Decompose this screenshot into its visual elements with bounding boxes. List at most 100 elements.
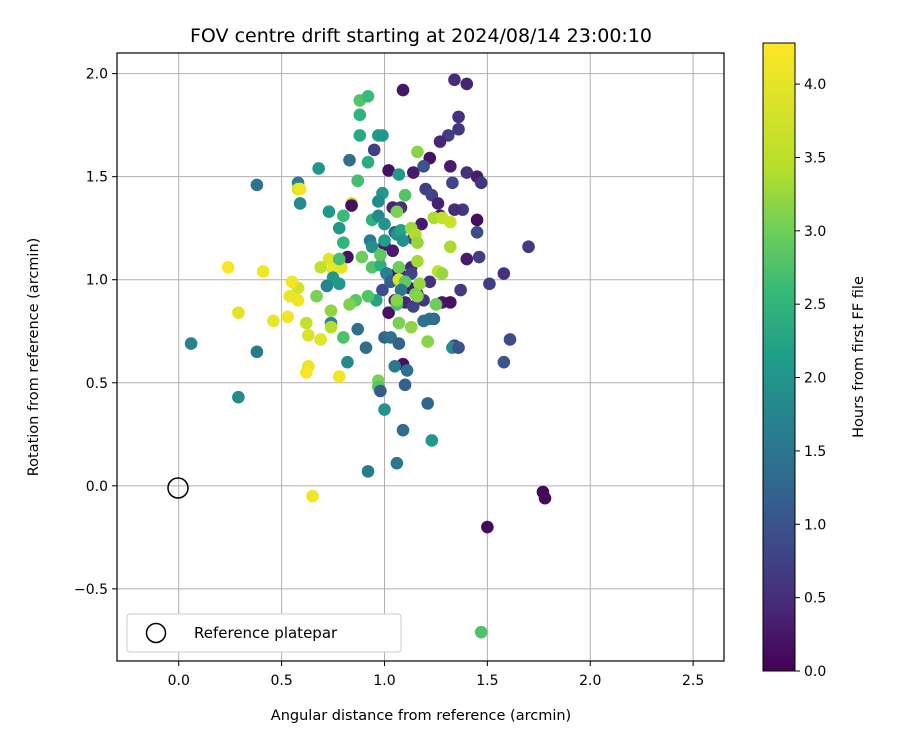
data-point xyxy=(232,306,245,319)
data-point xyxy=(314,261,328,274)
y-axis-ticks: −0.5 0.0 0.5 1.0 1.5 2.0 xyxy=(74,67,117,598)
data-point xyxy=(446,176,459,190)
data-point xyxy=(394,283,408,297)
data-point xyxy=(404,320,418,334)
data-point xyxy=(361,89,375,103)
data-point xyxy=(232,390,245,404)
colorbar-label: Hours from first FF file xyxy=(851,276,867,438)
x-tick-label: 1.5 xyxy=(476,673,498,689)
data-point xyxy=(361,465,375,478)
data-point xyxy=(392,261,406,274)
data-point xyxy=(503,333,517,346)
data-point xyxy=(314,333,328,346)
colorbar-gradient xyxy=(762,42,796,672)
y-tick-label: 2.0 xyxy=(86,67,108,83)
data-point xyxy=(390,294,404,307)
data-point xyxy=(374,384,387,398)
data-point xyxy=(322,252,336,266)
data-point xyxy=(396,423,410,437)
data-point xyxy=(452,122,465,136)
data-point xyxy=(454,283,467,297)
data-point xyxy=(361,289,375,303)
reference-platepar-marker xyxy=(167,477,189,499)
data-point xyxy=(337,236,350,249)
data-point xyxy=(400,364,414,377)
data-point xyxy=(256,265,270,278)
x-tick-label: 2.0 xyxy=(579,673,601,689)
data-point xyxy=(472,250,486,264)
data-point xyxy=(452,110,465,124)
colorbar-tick-label: 1.5 xyxy=(804,444,826,460)
data-point xyxy=(417,314,430,328)
data-point xyxy=(398,378,412,392)
data-point xyxy=(444,296,457,309)
data-point xyxy=(300,366,313,379)
data-point xyxy=(390,205,404,218)
data-point xyxy=(417,160,430,173)
data-point xyxy=(281,310,295,324)
data-point xyxy=(474,176,488,190)
data-point xyxy=(332,370,346,383)
data-point xyxy=(293,182,307,196)
data-point xyxy=(359,341,373,355)
data-point xyxy=(343,298,356,311)
data-point xyxy=(474,625,488,639)
x-axis-ticks: 0.0 0.5 1.0 1.5 2.0 2.5 xyxy=(168,661,704,689)
legend-box xyxy=(126,613,402,653)
data-point xyxy=(415,217,428,231)
data-point xyxy=(460,252,474,266)
data-point xyxy=(392,168,406,181)
data-point xyxy=(396,83,410,97)
data-point xyxy=(332,277,346,291)
data-point xyxy=(221,261,235,274)
colorbar-tick-label: 0.5 xyxy=(804,591,826,607)
legend-marker-icon xyxy=(145,622,167,644)
data-point xyxy=(392,316,406,330)
data-point xyxy=(470,213,484,227)
colorbar: 0.0 0.5 1.0 1.5 2.0 2.5 3.0 3.5 4.0 Hours from f… xyxy=(762,42,867,680)
data-point xyxy=(365,240,379,254)
colorbar-ticks: 0.0 0.5 1.0 1.5 2.0 2.5 3.0 3.5 4.0 xyxy=(795,77,826,680)
data-point xyxy=(378,403,391,416)
data-point xyxy=(300,316,313,330)
data-point xyxy=(378,217,391,231)
legend: Reference platepar xyxy=(126,613,402,653)
y-tick-label: 1.5 xyxy=(86,170,108,186)
data-points xyxy=(184,73,552,639)
data-point xyxy=(421,335,435,348)
data-point xyxy=(382,306,395,319)
data-point xyxy=(376,129,389,142)
data-point xyxy=(367,143,381,157)
data-point xyxy=(351,322,365,336)
data-point xyxy=(460,166,474,179)
x-tick-label: 1.0 xyxy=(373,673,395,689)
data-point xyxy=(452,341,465,355)
data-point xyxy=(332,252,346,266)
colorbar-tick-label: 4.0 xyxy=(804,77,826,93)
data-point xyxy=(283,289,297,303)
data-point xyxy=(413,277,426,291)
colorbar-tick-label: 2.5 xyxy=(804,297,826,313)
data-point xyxy=(435,267,449,280)
data-point xyxy=(250,345,264,359)
data-point xyxy=(497,355,511,369)
data-point xyxy=(431,197,445,210)
data-point xyxy=(448,73,461,87)
data-point xyxy=(481,520,494,534)
data-point xyxy=(353,129,367,142)
data-point xyxy=(425,434,439,447)
data-point xyxy=(361,155,375,169)
data-point xyxy=(394,223,408,237)
data-point xyxy=(411,289,424,303)
data-point xyxy=(337,331,350,344)
x-axis-label: Angular distance from reference (arcmin) xyxy=(271,708,571,724)
data-point xyxy=(411,145,424,159)
data-point xyxy=(390,456,404,470)
data-point xyxy=(411,254,424,268)
data-point xyxy=(483,277,496,291)
plot-frame xyxy=(116,52,725,662)
data-point xyxy=(411,236,424,249)
data-point xyxy=(353,108,367,122)
data-point xyxy=(312,162,325,175)
